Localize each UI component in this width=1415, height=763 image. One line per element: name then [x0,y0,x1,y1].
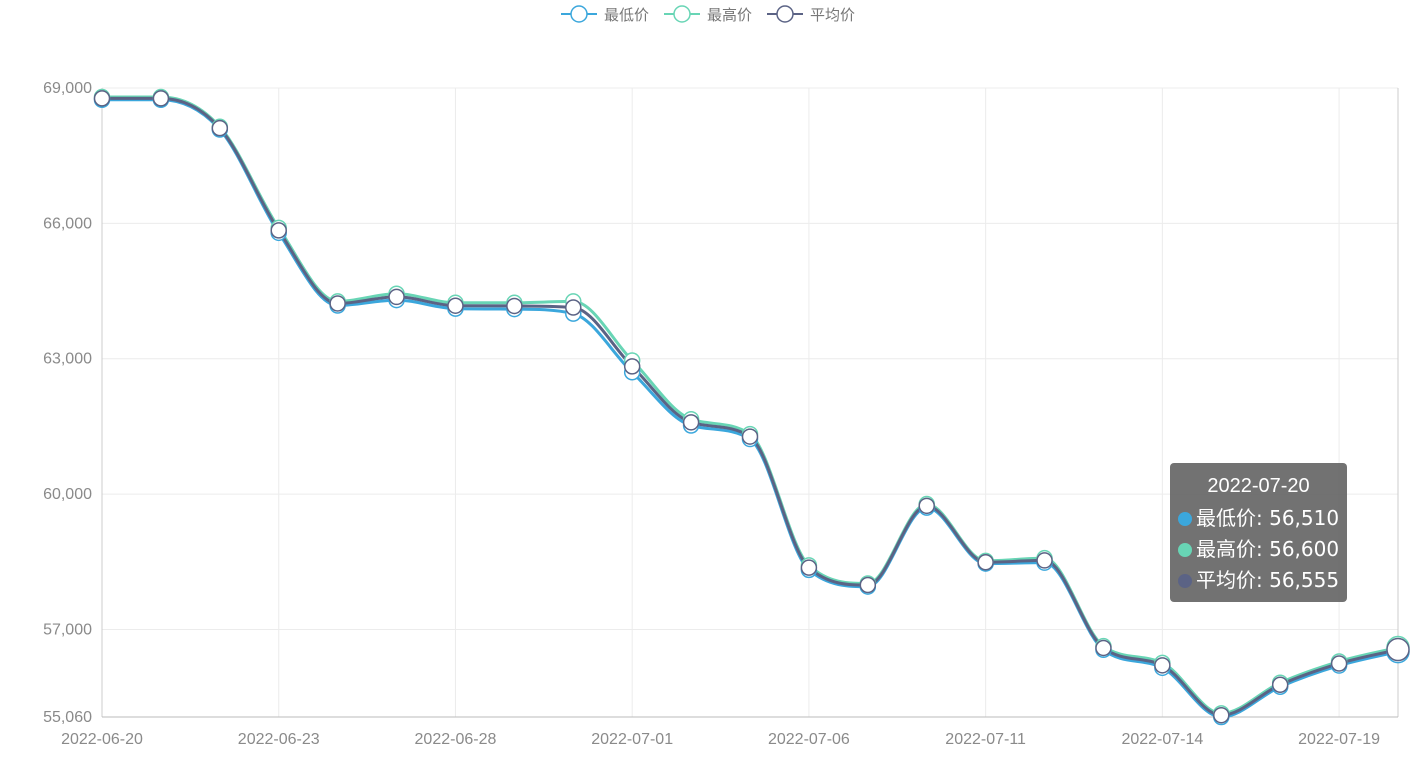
series-line-max [100,95,1400,715]
legend-item-max[interactable]: 最高价 [663,4,752,25]
legend-marker-avg-icon [767,5,803,23]
data-point-avg [506,297,523,315]
data-point-avg [1330,655,1348,672]
data-point-avg [565,299,582,316]
x-tick-label: 2022-06-20 [61,731,143,748]
data-point-avg [977,553,994,571]
x-tick-label: 2022-07-01 [591,731,673,748]
legend-marker-max-icon [663,5,700,23]
data-point-avg [918,497,935,515]
chart-tooltip: 2022-07-20 最低价: 56,510 最高价: 56,600 平均价: … [1170,463,1347,602]
data-point-avg [93,90,111,107]
legend-label-min: 最低价 [603,5,649,24]
legend-marker-min-icon [560,5,597,23]
legend-item-avg[interactable]: 平均价 [766,4,855,25]
data-point-avg [329,295,346,312]
data-point-avg [682,414,700,431]
data-point-avg [1271,676,1289,693]
data-point-avg [447,297,464,314]
series-line-min [100,98,1400,719]
tooltip-row-min: 最低价: 56,510 [1178,503,1339,534]
y-tick-label: 66,000 [43,215,92,232]
x-tick-label: 2022-07-06 [768,731,850,748]
data-point-avg [859,576,877,594]
tooltip-dot-max-icon [1178,542,1192,557]
data-point-avg [623,358,641,375]
y-tick-label: 69,000 [43,80,92,97]
data-point-avg [1386,637,1410,662]
data-point-avg [1213,706,1230,724]
y-tick-label: 57,000 [43,621,92,638]
x-tick-label: 2022-06-28 [415,731,497,748]
data-point-avg [152,90,170,107]
x-tick-label: 2022-07-11 [945,731,1026,748]
x-tick-label: 2022-06-23 [238,731,320,748]
series-line-avg [100,96,1400,717]
data-point-avg [270,222,287,239]
data-point-avg [800,559,818,576]
data-point-avg [741,428,759,445]
data-point-avg [211,119,229,137]
tooltip-value-min: 最低价: 56,510 [1196,506,1340,530]
tooltip-title: 2022-07-20 [1207,475,1310,497]
data-point-avg [388,288,405,306]
data-point-avg [1154,657,1171,674]
data-point-avg [1095,639,1112,657]
tooltip-value-avg: 平均价: 56,555 [1196,568,1340,592]
x-tick-label: 2022-07-14 [1121,731,1203,748]
tooltip-row-avg: 平均价: 56,555 [1178,565,1339,596]
y-tick-label: 60,000 [43,486,92,503]
tooltip-value-max: 最高价: 56,600 [1196,537,1340,561]
tooltip-dot-min-icon [1178,511,1192,526]
y-tick-label: 63,000 [43,351,92,368]
legend-label-avg: 平均价 [810,5,856,24]
legend-label-max: 最高价 [706,5,752,24]
data-point-avg [1036,552,1053,569]
y-tick-label: 55,060 [43,709,92,726]
legend-item-min[interactable]: 最低价 [560,4,649,25]
tooltip-row-max: 最高价: 56,600 [1178,534,1339,565]
x-tick-label: 2022-07-19 [1298,731,1380,748]
tooltip-dot-avg-icon [1178,573,1192,588]
legend: 最低价 最高价 平均价 [0,2,1415,26]
